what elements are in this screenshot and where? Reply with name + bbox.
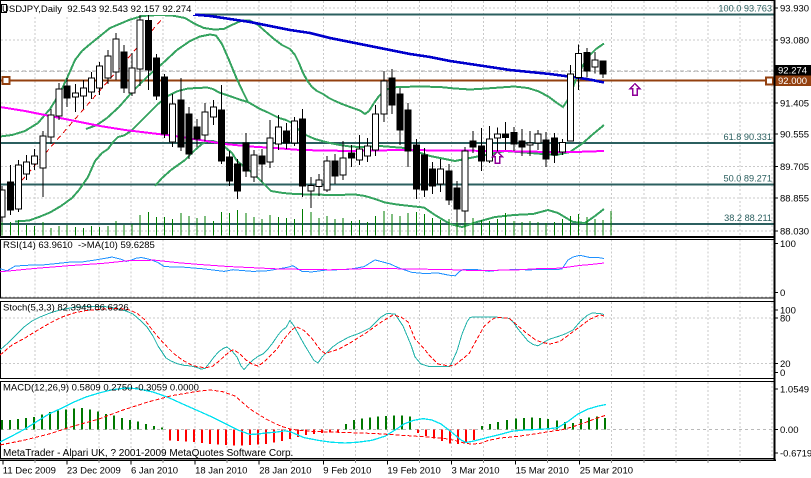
svg-text:91.405: 91.405 xyxy=(780,98,809,109)
svg-text:93.930: 93.930 xyxy=(780,3,809,14)
svg-text:90.555: 90.555 xyxy=(780,129,809,140)
svg-text:RSI(14) 63.9610 ->MA(10) 59.6: RSI(14) 63.9610 ->MA(10) 59.6285 xyxy=(3,240,155,251)
svg-text:80: 80 xyxy=(780,313,791,324)
svg-text:25 Mar 2010: 25 Mar 2010 xyxy=(580,466,633,477)
svg-text:6 Jan 2010: 6 Jan 2010 xyxy=(131,466,178,477)
svg-text:0: 0 xyxy=(780,368,785,379)
svg-text:88.855: 88.855 xyxy=(780,193,809,204)
svg-text:11 Dec 2009: 11 Dec 2009 xyxy=(3,466,56,477)
svg-text:93.080: 93.080 xyxy=(780,35,809,46)
svg-text:23 Dec 2009: 23 Dec 2009 xyxy=(67,466,121,477)
svg-text:19 Feb 2010: 19 Feb 2010 xyxy=(387,466,440,477)
svg-text:0: 0 xyxy=(780,288,785,299)
svg-text:61.8 90.331: 61.8 90.331 xyxy=(723,132,772,142)
svg-text:92.274: 92.274 xyxy=(778,66,807,77)
svg-text:3 Mar 2010: 3 Mar 2010 xyxy=(452,466,500,477)
svg-text:9 Feb 2010: 9 Feb 2010 xyxy=(323,466,371,477)
svg-text:100.0 93.763: 100.0 93.763 xyxy=(718,4,772,14)
svg-text:1.0549: 1.0549 xyxy=(780,384,809,395)
svg-text:USDJPY,Daily 92.543 92.543 92: USDJPY,Daily 92.543 92.543 92.157 92.274 xyxy=(2,4,191,15)
svg-text:MACD(12,26,9) 0.5809 0.2750 -0: MACD(12,26,9) 0.5809 0.2750 -0.3059 0.00… xyxy=(3,383,199,394)
svg-text:20: 20 xyxy=(780,359,791,370)
svg-text:88.030: 88.030 xyxy=(780,226,809,237)
svg-text:MetaTrader - Alpari UK, ? 2001: MetaTrader - Alpari UK, ? 2001-2009 Meta… xyxy=(3,448,293,459)
svg-text:100: 100 xyxy=(780,305,796,316)
svg-text:15 Mar 2010: 15 Mar 2010 xyxy=(516,466,569,477)
svg-text:100: 100 xyxy=(780,239,796,250)
svg-text:50.0 89.271: 50.0 89.271 xyxy=(723,173,772,183)
svg-text:Stoch(5,3,3) 82.3949 86.6326: Stoch(5,3,3) 82.3949 86.6326 xyxy=(3,303,129,314)
svg-text:28 Jan 2010: 28 Jan 2010 xyxy=(259,466,311,477)
svg-text:-0.6719: -0.6719 xyxy=(780,448,811,459)
svg-text:0.00: 0.00 xyxy=(780,425,799,436)
svg-text:89.705: 89.705 xyxy=(780,162,809,173)
svg-text:18 Jan 2010: 18 Jan 2010 xyxy=(195,466,247,477)
svg-text:38.2 88.211: 38.2 88.211 xyxy=(724,213,772,223)
svg-text:92.000: 92.000 xyxy=(778,76,807,87)
